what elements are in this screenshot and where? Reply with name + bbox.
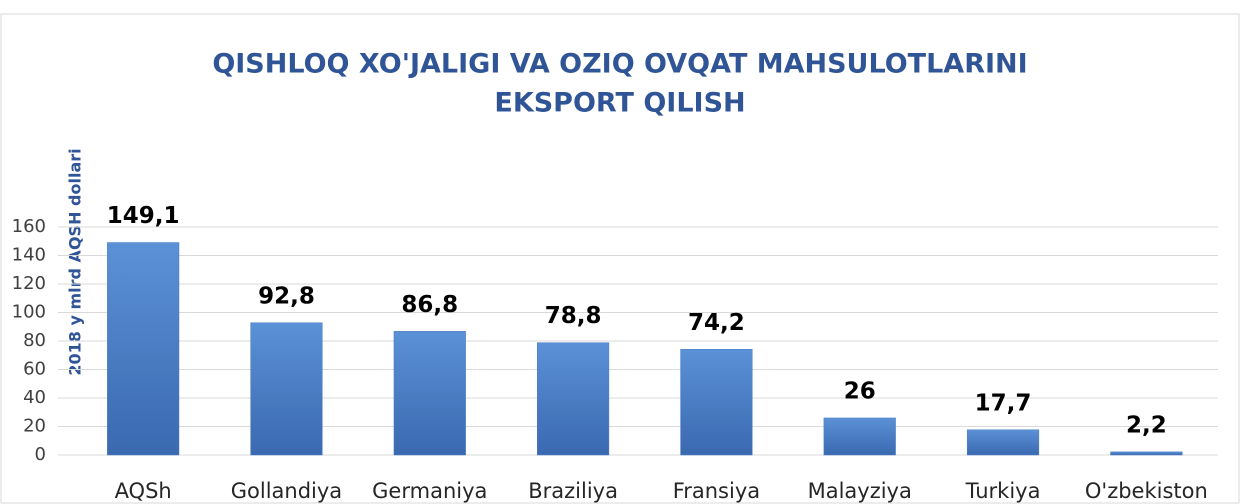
x-tick-label: Malayziya — [808, 479, 912, 503]
data-label: 17,7 — [975, 390, 1032, 416]
bar — [250, 322, 323, 456]
chart-border — [0, 13, 1240, 504]
data-label: 2,2 — [1126, 412, 1167, 438]
chart-title: EKSPORT QILISH — [494, 88, 745, 119]
y-tick-label: 40 — [23, 387, 46, 408]
data-label: 92,8 — [258, 283, 315, 309]
y-tick-label: 20 — [23, 416, 46, 437]
data-label: 149,1 — [107, 203, 180, 229]
bar — [393, 331, 466, 456]
bar — [537, 342, 610, 456]
bar — [823, 417, 896, 456]
y-axis-label: 2018 y mlrd AQSH dollari — [66, 148, 85, 375]
data-label: 74,2 — [688, 310, 745, 336]
bar — [107, 242, 180, 456]
y-tick-label: 120 — [12, 273, 46, 294]
x-tick-label: Braziliya — [528, 479, 618, 503]
bar — [1110, 451, 1183, 456]
y-tick-label: 140 — [12, 245, 46, 266]
x-tick-label: Germaniya — [372, 479, 487, 503]
data-label: 78,8 — [545, 303, 602, 329]
data-label: 26 — [844, 378, 876, 404]
bar — [680, 349, 753, 456]
data-label: 86,8 — [401, 292, 458, 318]
y-tick-label: 100 — [12, 302, 46, 323]
x-tick-label: Turkiya — [965, 479, 1041, 503]
y-tick-label: 160 — [12, 216, 46, 237]
bar — [966, 429, 1040, 456]
x-tick-label: O'zbekiston — [1085, 479, 1208, 503]
y-tick-label: 80 — [23, 330, 46, 351]
x-tick-label: Fransiya — [673, 479, 760, 503]
y-tick-label: 0 — [35, 444, 46, 465]
x-tick-label: AQSh — [115, 479, 172, 503]
x-tick-label: Gollandiya — [231, 479, 342, 503]
y-tick-label: 60 — [23, 359, 46, 380]
chart-title: QISHLOQ XO'JALIGI VA OZIQ OVQAT MAHSULOT… — [212, 49, 1027, 80]
